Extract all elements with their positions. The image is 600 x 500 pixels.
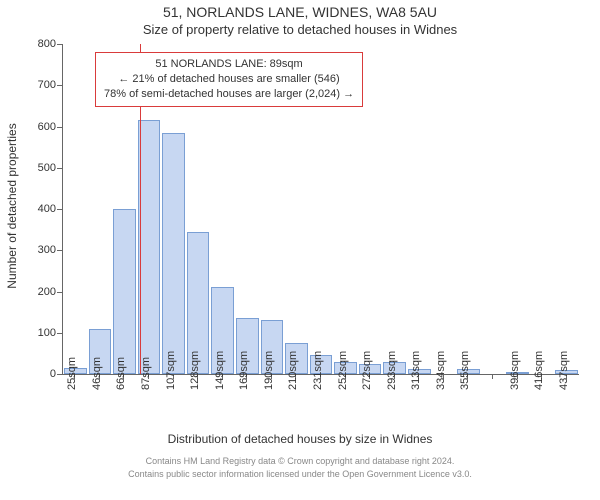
y-tick-label: 600 bbox=[16, 121, 56, 133]
y-tick-label: 400 bbox=[16, 203, 56, 215]
y-tick-label: 300 bbox=[16, 244, 56, 256]
y-tick-mark bbox=[57, 168, 62, 169]
y-tick-mark bbox=[57, 44, 62, 45]
plot-area: 51 NORLANDS LANE: 89sqm← 21% of detached… bbox=[62, 44, 579, 375]
y-tick-label: 800 bbox=[16, 38, 56, 50]
y-tick-label: 700 bbox=[16, 79, 56, 91]
y-tick-label: 100 bbox=[16, 327, 56, 339]
y-tick-mark bbox=[57, 127, 62, 128]
histogram-bar bbox=[113, 209, 136, 374]
property-callout: 51 NORLANDS LANE: 89sqm← 21% of detached… bbox=[95, 52, 363, 107]
callout-line: ← 21% of detached houses are smaller (54… bbox=[104, 72, 354, 87]
y-tick-mark bbox=[57, 292, 62, 293]
callout-line: 78% of semi-detached houses are larger (… bbox=[104, 87, 354, 102]
y-tick-label: 500 bbox=[16, 162, 56, 174]
y-tick-label: 0 bbox=[16, 368, 56, 380]
copyright-line-2: Contains public sector information licen… bbox=[0, 469, 600, 479]
chart-container: 51, NORLANDS LANE, WIDNES, WA8 5AU Size … bbox=[0, 0, 600, 500]
histogram-bar bbox=[162, 133, 185, 374]
x-tick-mark bbox=[492, 374, 493, 379]
y-tick-label: 200 bbox=[16, 286, 56, 298]
x-axis-label: Distribution of detached houses by size … bbox=[0, 432, 600, 446]
y-tick-mark bbox=[57, 333, 62, 334]
y-tick-mark bbox=[57, 250, 62, 251]
y-tick-mark bbox=[57, 85, 62, 86]
histogram-bar bbox=[138, 120, 161, 374]
chart-subtitle: Size of property relative to detached ho… bbox=[0, 22, 600, 37]
y-tick-mark bbox=[57, 374, 62, 375]
copyright-line-1: Contains HM Land Registry data © Crown c… bbox=[0, 456, 600, 466]
callout-line: 51 NORLANDS LANE: 89sqm bbox=[104, 57, 354, 72]
y-tick-mark bbox=[57, 209, 62, 210]
chart-supertitle: 51, NORLANDS LANE, WIDNES, WA8 5AU bbox=[0, 4, 600, 20]
